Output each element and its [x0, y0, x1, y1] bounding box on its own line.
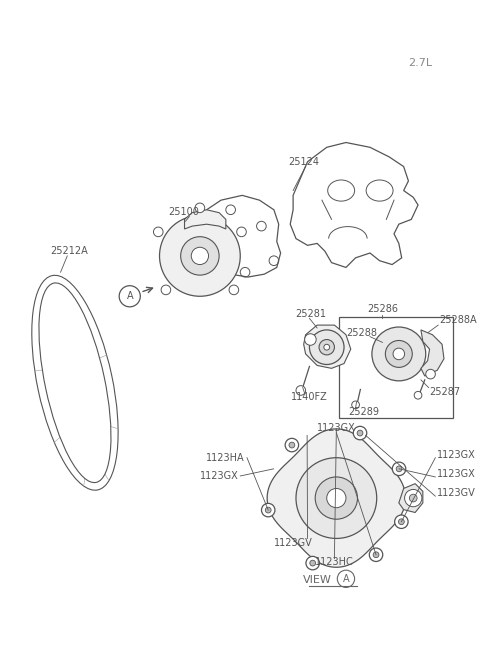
Circle shape [409, 495, 417, 502]
Text: 25287: 25287 [430, 387, 461, 398]
Circle shape [161, 285, 171, 295]
Circle shape [373, 552, 379, 557]
Text: 1123GX: 1123GX [437, 450, 476, 460]
Ellipse shape [39, 283, 111, 483]
Circle shape [306, 556, 319, 570]
Circle shape [398, 519, 404, 525]
Circle shape [327, 489, 346, 508]
Text: 25100: 25100 [168, 207, 199, 217]
Polygon shape [399, 483, 423, 512]
Text: VIEW: VIEW [303, 575, 332, 585]
Circle shape [385, 341, 412, 367]
Circle shape [154, 227, 163, 236]
Text: 25281: 25281 [295, 309, 326, 318]
Circle shape [265, 507, 271, 513]
Text: 1123GX: 1123GX [200, 471, 239, 481]
Text: 25288: 25288 [346, 328, 377, 338]
Circle shape [119, 286, 140, 307]
Text: 1123GX: 1123GX [437, 469, 476, 479]
Circle shape [310, 560, 315, 566]
Text: 25289: 25289 [348, 407, 379, 417]
Polygon shape [267, 429, 406, 567]
Text: 25212A: 25212A [50, 246, 88, 256]
Circle shape [262, 503, 275, 517]
Circle shape [395, 515, 408, 529]
Circle shape [392, 462, 406, 476]
Circle shape [353, 426, 367, 440]
Text: 25286: 25286 [367, 304, 398, 314]
Circle shape [229, 285, 239, 295]
Bar [339, 318, 453, 419]
Text: 1140FZ: 1140FZ [291, 392, 328, 402]
Circle shape [405, 489, 422, 507]
Circle shape [310, 330, 344, 364]
Text: 2.7L: 2.7L [408, 58, 432, 67]
Circle shape [305, 334, 316, 345]
Text: 1123GV: 1123GV [437, 488, 476, 498]
Circle shape [369, 548, 383, 561]
Circle shape [285, 438, 299, 452]
Circle shape [159, 215, 240, 296]
Circle shape [191, 247, 208, 265]
Polygon shape [184, 210, 226, 229]
Text: 25288A: 25288A [439, 315, 477, 326]
Text: 1123GX: 1123GX [317, 423, 356, 433]
Circle shape [296, 386, 306, 395]
Circle shape [357, 430, 363, 436]
Circle shape [289, 442, 295, 448]
Text: 25124: 25124 [288, 157, 319, 167]
Circle shape [426, 369, 435, 379]
Circle shape [180, 236, 219, 275]
Circle shape [352, 401, 360, 409]
Circle shape [315, 477, 358, 519]
Polygon shape [421, 330, 444, 376]
Circle shape [414, 392, 422, 399]
Circle shape [296, 458, 377, 538]
Text: 1123GV: 1123GV [274, 538, 312, 548]
Circle shape [393, 348, 405, 360]
Circle shape [324, 345, 330, 350]
Circle shape [195, 203, 204, 213]
Text: 1123HC: 1123HC [315, 557, 354, 567]
Circle shape [337, 570, 355, 588]
Text: A: A [343, 574, 349, 584]
Text: 1123HA: 1123HA [206, 453, 245, 462]
Circle shape [372, 327, 426, 381]
Circle shape [237, 227, 246, 236]
Circle shape [319, 339, 335, 355]
Text: A: A [126, 291, 133, 301]
Circle shape [396, 466, 402, 472]
Ellipse shape [32, 275, 118, 490]
Polygon shape [304, 325, 351, 368]
